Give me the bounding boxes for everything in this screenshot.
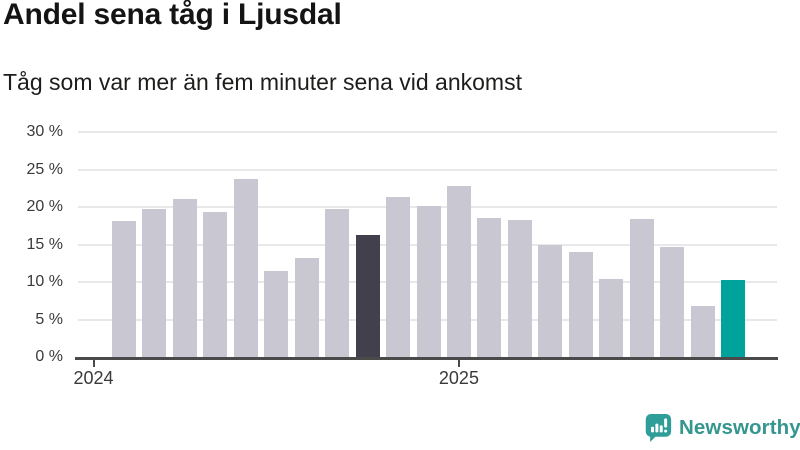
- bar: [142, 209, 166, 357]
- gridline: [78, 131, 777, 133]
- bar: [112, 220, 136, 357]
- chart-subtitle: Tåg som var mer än fem minuter sena vid …: [3, 69, 522, 95]
- bar: [599, 279, 623, 357]
- bar-highlight-previous-year: [356, 234, 380, 357]
- gridline: [78, 168, 777, 171]
- bar: [660, 246, 684, 357]
- bar: [691, 306, 715, 357]
- bar: [417, 205, 441, 357]
- bar: [295, 258, 319, 357]
- bar: [203, 212, 227, 357]
- year-tick: [92, 357, 95, 367]
- year-label: 2024: [73, 368, 114, 388]
- y-axis-label: 20 %: [26, 198, 63, 215]
- y-axis-label: 25 %: [26, 160, 63, 178]
- bar: [569, 252, 593, 357]
- newsworthy-logo: Newsworthy: [644, 413, 800, 443]
- bar: [173, 198, 197, 357]
- bar: [264, 270, 288, 357]
- y-axis-label: 0 %: [35, 348, 63, 365]
- y-axis-label: 5 %: [35, 310, 63, 328]
- x-axis-line: [75, 357, 778, 360]
- y-axis-label: 10 %: [26, 273, 63, 290]
- year-tick: [457, 357, 460, 367]
- bar: [477, 218, 501, 357]
- bar: [447, 186, 471, 357]
- bar: [386, 197, 410, 357]
- bar: [325, 208, 349, 357]
- chart-title: Andel sena tåg i Ljusdal: [3, 0, 342, 31]
- y-axis-label: 15 %: [26, 235, 63, 253]
- year-label: 2025: [438, 368, 479, 388]
- newsworthy-wordmark: Newsworthy: [679, 416, 800, 439]
- bar: [538, 244, 562, 357]
- bar-highlight-latest: [721, 279, 745, 357]
- newsworthy-chart-bubble-icon: [645, 414, 672, 442]
- bar: [508, 219, 532, 357]
- bar: [234, 179, 258, 357]
- y-axis-label: 30 %: [26, 123, 63, 140]
- bar: [630, 219, 654, 357]
